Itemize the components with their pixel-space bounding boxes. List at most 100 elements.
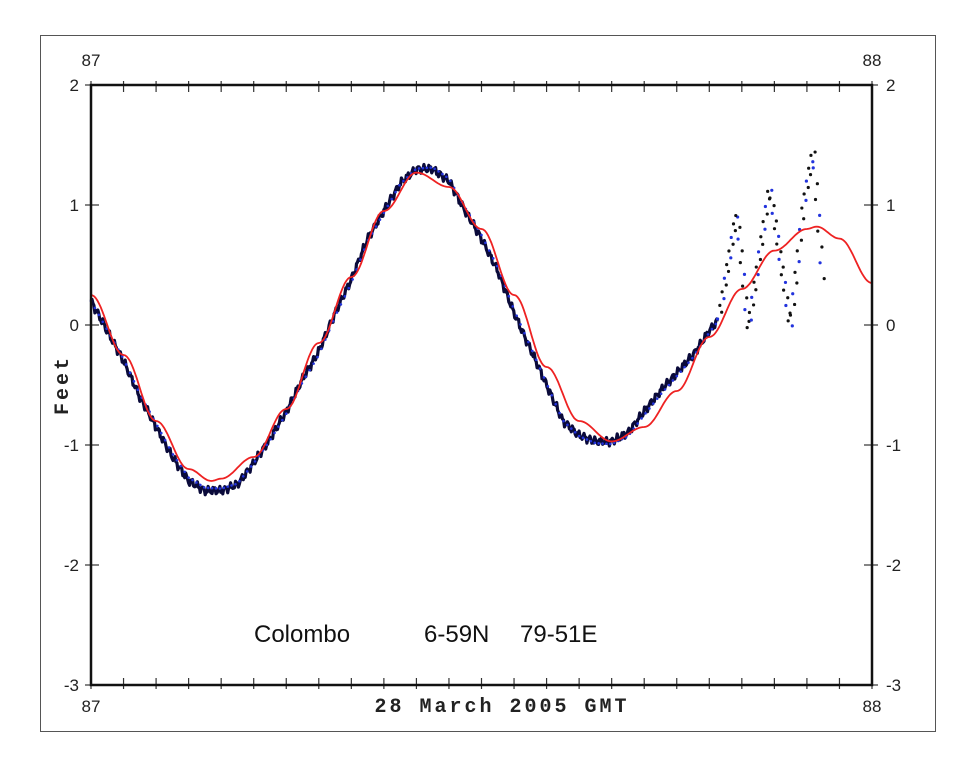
observed-sparse-point <box>793 270 797 274</box>
observed-point <box>105 327 108 331</box>
observed-point <box>585 438 589 441</box>
y-tick-label-left: 0 <box>70 316 79 335</box>
observed-point <box>566 423 569 427</box>
observed-point <box>277 425 280 428</box>
y-tick-label-right: -3 <box>886 676 901 695</box>
x-axis-title: 28 March 2005 GMT <box>374 696 629 719</box>
y-tick-label-right: -1 <box>886 436 901 455</box>
observed-sparse-point <box>763 204 767 209</box>
observed-sparse-point <box>795 281 799 285</box>
observed-sparse-point <box>770 188 774 192</box>
observed-point <box>183 470 187 474</box>
observed-point <box>320 347 323 351</box>
observed-point <box>644 412 647 415</box>
observed-point <box>495 264 499 268</box>
y-tick-label-right: 1 <box>886 196 895 215</box>
observed-sparse-point <box>750 295 754 299</box>
observed-point <box>374 225 378 228</box>
observed-sparse-point <box>813 150 817 154</box>
observed-point <box>488 249 491 252</box>
observed-point <box>433 167 436 171</box>
observed-point <box>234 482 237 486</box>
observed-sparse-point <box>715 317 720 321</box>
observed-point <box>581 436 585 440</box>
observed-sparse-point <box>775 242 779 246</box>
observed-sparse-point <box>795 249 799 253</box>
observed-point <box>589 439 593 443</box>
observed-sparse-point <box>749 318 753 322</box>
observed-sparse-point <box>781 265 785 269</box>
observed-sparse-point <box>765 212 769 216</box>
y-tick-label-right: 0 <box>886 316 895 335</box>
observed-sparse-point <box>802 192 806 196</box>
observed-point <box>523 331 526 335</box>
observed-sparse-point <box>811 160 815 164</box>
observed-point <box>120 355 124 358</box>
observed-sparse-point <box>806 185 810 190</box>
observed-sparse-point <box>784 303 788 308</box>
observed-point <box>706 333 710 336</box>
observed-sparse-point <box>818 213 822 217</box>
observed-sparse-point <box>758 257 763 262</box>
observed-point <box>195 481 198 484</box>
observed-sparse-point <box>740 249 744 253</box>
observed-point <box>284 412 288 416</box>
observed-point <box>175 458 179 462</box>
observed-sparse-point <box>738 261 742 265</box>
observed-point <box>281 418 284 422</box>
observed-sparse-point <box>815 182 819 186</box>
observed-point <box>640 417 643 420</box>
observed-point <box>648 407 651 410</box>
observed-point <box>351 278 354 281</box>
observed-point <box>530 349 534 353</box>
observed-point <box>136 388 140 392</box>
observed-sparse-point <box>792 302 797 307</box>
y-tick-label-left: 1 <box>70 196 79 215</box>
x-bottom-left-label: 87 <box>82 697 101 716</box>
observed-point <box>187 476 190 479</box>
observed-point <box>347 286 351 290</box>
y-tick-label-left: -2 <box>64 556 79 575</box>
observed-point <box>421 166 425 170</box>
observed-point <box>222 486 226 490</box>
observed-point <box>687 361 690 364</box>
observed-sparse-point <box>725 263 729 267</box>
x-bottom-right-label: 88 <box>863 697 882 716</box>
observed-point <box>667 383 671 387</box>
observed-point <box>659 392 663 396</box>
observed-point <box>511 305 515 308</box>
observed-sparse-point <box>747 310 752 315</box>
observed-point <box>445 175 448 179</box>
observed-point <box>683 365 686 369</box>
observed-point <box>245 470 249 473</box>
observed-sparse-point <box>743 308 747 312</box>
observed-sparse-point <box>802 217 806 221</box>
observed-point <box>663 388 667 391</box>
observed-point <box>238 479 241 483</box>
observed-sparse-point <box>786 296 790 300</box>
observed-point <box>538 367 542 370</box>
observed-point <box>429 166 433 169</box>
observed-point <box>714 322 718 326</box>
observed-point <box>675 374 679 378</box>
observed-point <box>335 311 339 314</box>
observed-point <box>199 483 202 487</box>
observed-sparse-point <box>736 237 740 241</box>
observed-sparse-point <box>718 303 722 308</box>
x-top-right-label: 88 <box>863 51 882 70</box>
observed-sparse-point <box>724 283 728 287</box>
observed-point <box>269 437 272 441</box>
observed-point <box>390 197 393 201</box>
observed-point <box>316 355 319 359</box>
observed-point <box>441 172 444 176</box>
observed-sparse-point <box>804 179 808 183</box>
observed-point <box>167 446 171 449</box>
observed-sparse-point <box>809 153 813 157</box>
observed-point <box>402 179 405 183</box>
observed-point <box>308 368 311 372</box>
observed-sparse-point <box>761 220 765 224</box>
observed-point <box>179 464 183 468</box>
observed-point <box>558 411 561 415</box>
observed-sparse-point <box>722 297 726 301</box>
